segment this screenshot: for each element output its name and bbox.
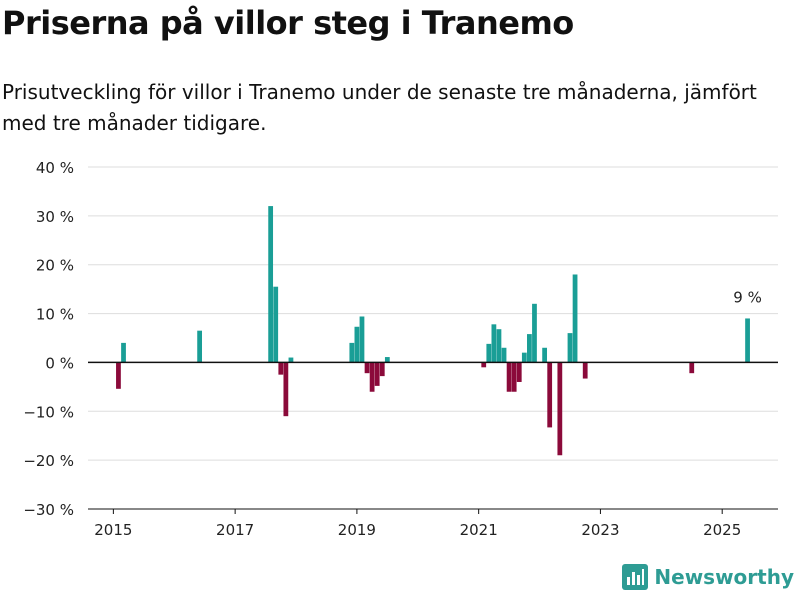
x-tick-label: 2017 bbox=[216, 521, 254, 539]
y-tick-label: 30 % bbox=[36, 208, 74, 226]
x-tick-label: 2023 bbox=[581, 521, 619, 539]
bar bbox=[557, 362, 563, 456]
bar bbox=[374, 362, 380, 386]
y-tick-label: 40 % bbox=[36, 159, 74, 177]
bar bbox=[567, 333, 573, 363]
x-tick-label: 2015 bbox=[94, 521, 132, 539]
bar bbox=[496, 329, 502, 363]
bar bbox=[354, 326, 360, 363]
bar bbox=[278, 362, 284, 375]
bar bbox=[572, 274, 578, 363]
bar bbox=[273, 286, 279, 363]
bar bbox=[527, 334, 532, 363]
bar bbox=[486, 343, 492, 363]
bar bbox=[364, 362, 370, 374]
bar bbox=[369, 362, 375, 392]
bar-chart-logo-icon bbox=[622, 564, 649, 590]
bar bbox=[481, 362, 487, 368]
bar bbox=[582, 362, 588, 379]
bar bbox=[197, 330, 203, 363]
x-tick-label: 2019 bbox=[338, 521, 376, 539]
page-subtitle: Prisutveckling för villor i Tranemo unde… bbox=[2, 80, 757, 135]
bar bbox=[745, 318, 750, 363]
bar bbox=[689, 362, 695, 374]
x-tick-label: 2021 bbox=[460, 521, 498, 539]
bar bbox=[349, 342, 355, 363]
page-title: Priserna på villor steg i Tranemo bbox=[2, 4, 574, 42]
bar bbox=[542, 347, 548, 363]
bar bbox=[532, 303, 537, 363]
bar bbox=[288, 357, 294, 363]
x-tick-label: 2025 bbox=[703, 521, 741, 539]
bar bbox=[501, 347, 507, 363]
data-label: 9 % bbox=[733, 288, 762, 306]
brand-name: Newsworthy bbox=[654, 565, 794, 589]
bar bbox=[121, 342, 126, 363]
bar bbox=[511, 362, 517, 392]
bar bbox=[116, 362, 121, 389]
y-tick-label: 20 % bbox=[36, 257, 74, 275]
bar bbox=[547, 362, 553, 428]
bar bbox=[384, 357, 390, 363]
y-tick-label: −20 % bbox=[23, 452, 74, 470]
y-tick-label: 0 % bbox=[45, 354, 74, 372]
bar bbox=[379, 362, 385, 377]
brand-logo: Newsworthy bbox=[622, 564, 794, 590]
bar bbox=[506, 362, 512, 392]
bar bbox=[283, 362, 289, 417]
bar bbox=[268, 206, 274, 363]
y-tick-label: −10 % bbox=[23, 403, 74, 421]
bar bbox=[521, 352, 527, 363]
y-tick-label: 10 % bbox=[36, 306, 74, 324]
y-tick-label: −30 % bbox=[23, 501, 74, 519]
bar bbox=[516, 362, 522, 382]
bar bbox=[491, 324, 497, 363]
bar bbox=[359, 316, 365, 363]
